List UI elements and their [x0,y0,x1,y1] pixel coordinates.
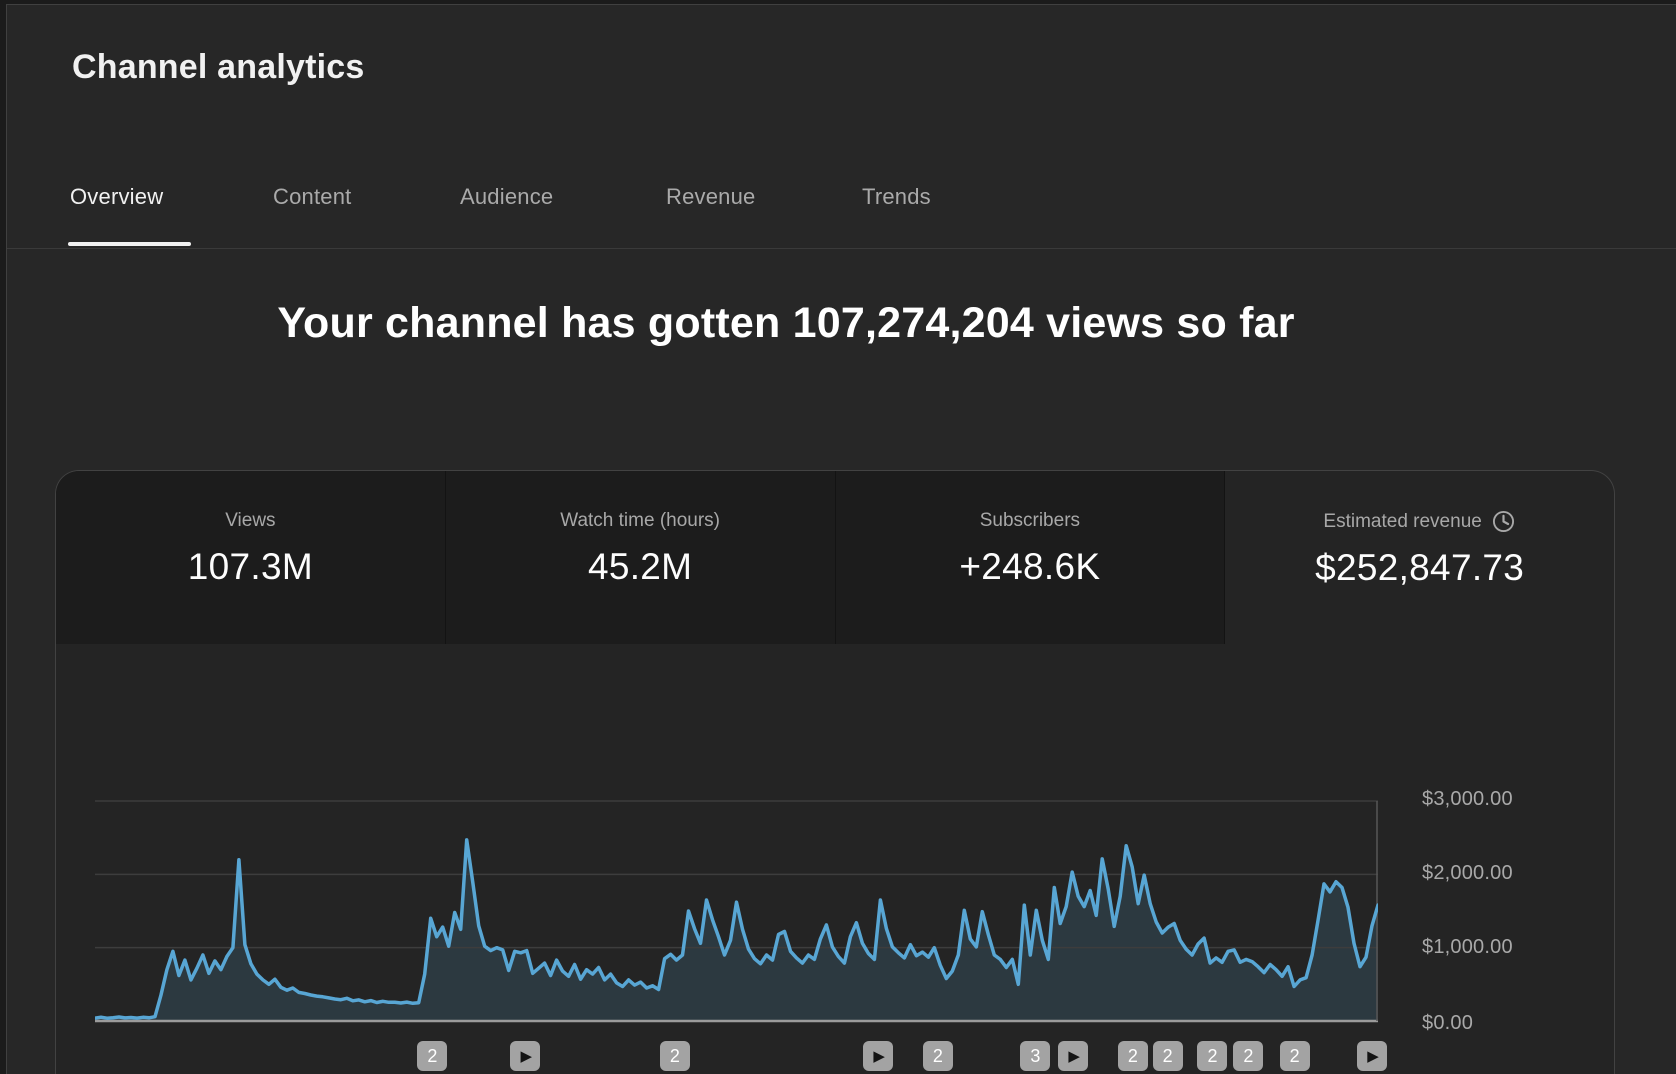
analytics-card: Views 107.3M Watch time (hours) 45.2M Su… [55,470,1615,1074]
metric-label: Views [225,510,276,531]
tab-trends[interactable]: Trends [862,184,931,209]
videos-published-count-badge[interactable]: 2 [1117,1041,1148,1071]
tab-audience[interactable]: Audience [460,184,554,209]
video-published-play-badge[interactable]: ▶ [1057,1041,1088,1071]
revenue-line [95,838,1378,1020]
videos-published-count-badge[interactable]: 2 [417,1041,448,1071]
metric-tile-watch-time[interactable]: Watch time (hours) 45.2M [445,471,836,644]
videos-published-count-badge[interactable]: 2 [1233,1041,1264,1071]
page-title: Channel analytics [72,48,365,86]
metric-tiles-row: Views 107.3M Watch time (hours) 45.2M Su… [56,471,1614,644]
videos-published-count-badge[interactable]: 2 [1152,1041,1183,1071]
videos-published-count-badge[interactable]: 3 [1020,1041,1051,1071]
metric-value: 107.3M [187,546,313,587]
metric-label: Watch time (hours) [560,510,721,531]
revenue-area-chart[interactable] [95,799,1378,1023]
y-axis-tick: $1,000.00 [1422,936,1513,958]
chart-area-fill [95,839,1378,1021]
tabs-divider [7,248,1676,249]
metric-tile-subscribers[interactable]: Subscribers +248.6K [835,471,1226,644]
video-published-play-badge[interactable]: ▶ [862,1041,893,1071]
videos-published-count-badge[interactable]: 2 [659,1041,690,1071]
y-axis-tick: $2,000.00 [1422,862,1513,884]
views-headline: Your channel has gotten 107,274,204 view… [277,299,1295,347]
metric-value: $252,847.73 [1315,547,1525,588]
video-published-play-badge[interactable]: ▶ [1356,1041,1387,1071]
videos-published-count-badge[interactable]: 2 [1197,1041,1228,1071]
metric-label: Subscribers [979,510,1081,531]
active-tab-underline [68,242,191,246]
y-axis-tick: $0.00 [1422,1012,1474,1034]
video-published-play-badge[interactable]: ▶ [509,1041,540,1071]
videos-published-count-badge[interactable]: 2 [1279,1041,1310,1071]
metric-value: +248.6K [959,546,1101,587]
y-axis-tick: $3,000.00 [1422,788,1513,810]
clock-icon[interactable] [1491,509,1516,534]
metric-tile-views[interactable]: Views 107.3M [56,471,446,644]
videos-published-count-badge[interactable]: 2 [922,1041,953,1071]
tab-content[interactable]: Content [273,184,352,209]
tab-revenue[interactable]: Revenue [666,184,756,209]
metric-tile-estimated-revenue[interactable]: Estimated revenue $252,847.73 [1225,471,1614,644]
tab-overview[interactable]: Overview [70,184,164,209]
metric-value: 45.2M [587,546,693,587]
metric-label: Estimated revenue [1225,509,1614,534]
